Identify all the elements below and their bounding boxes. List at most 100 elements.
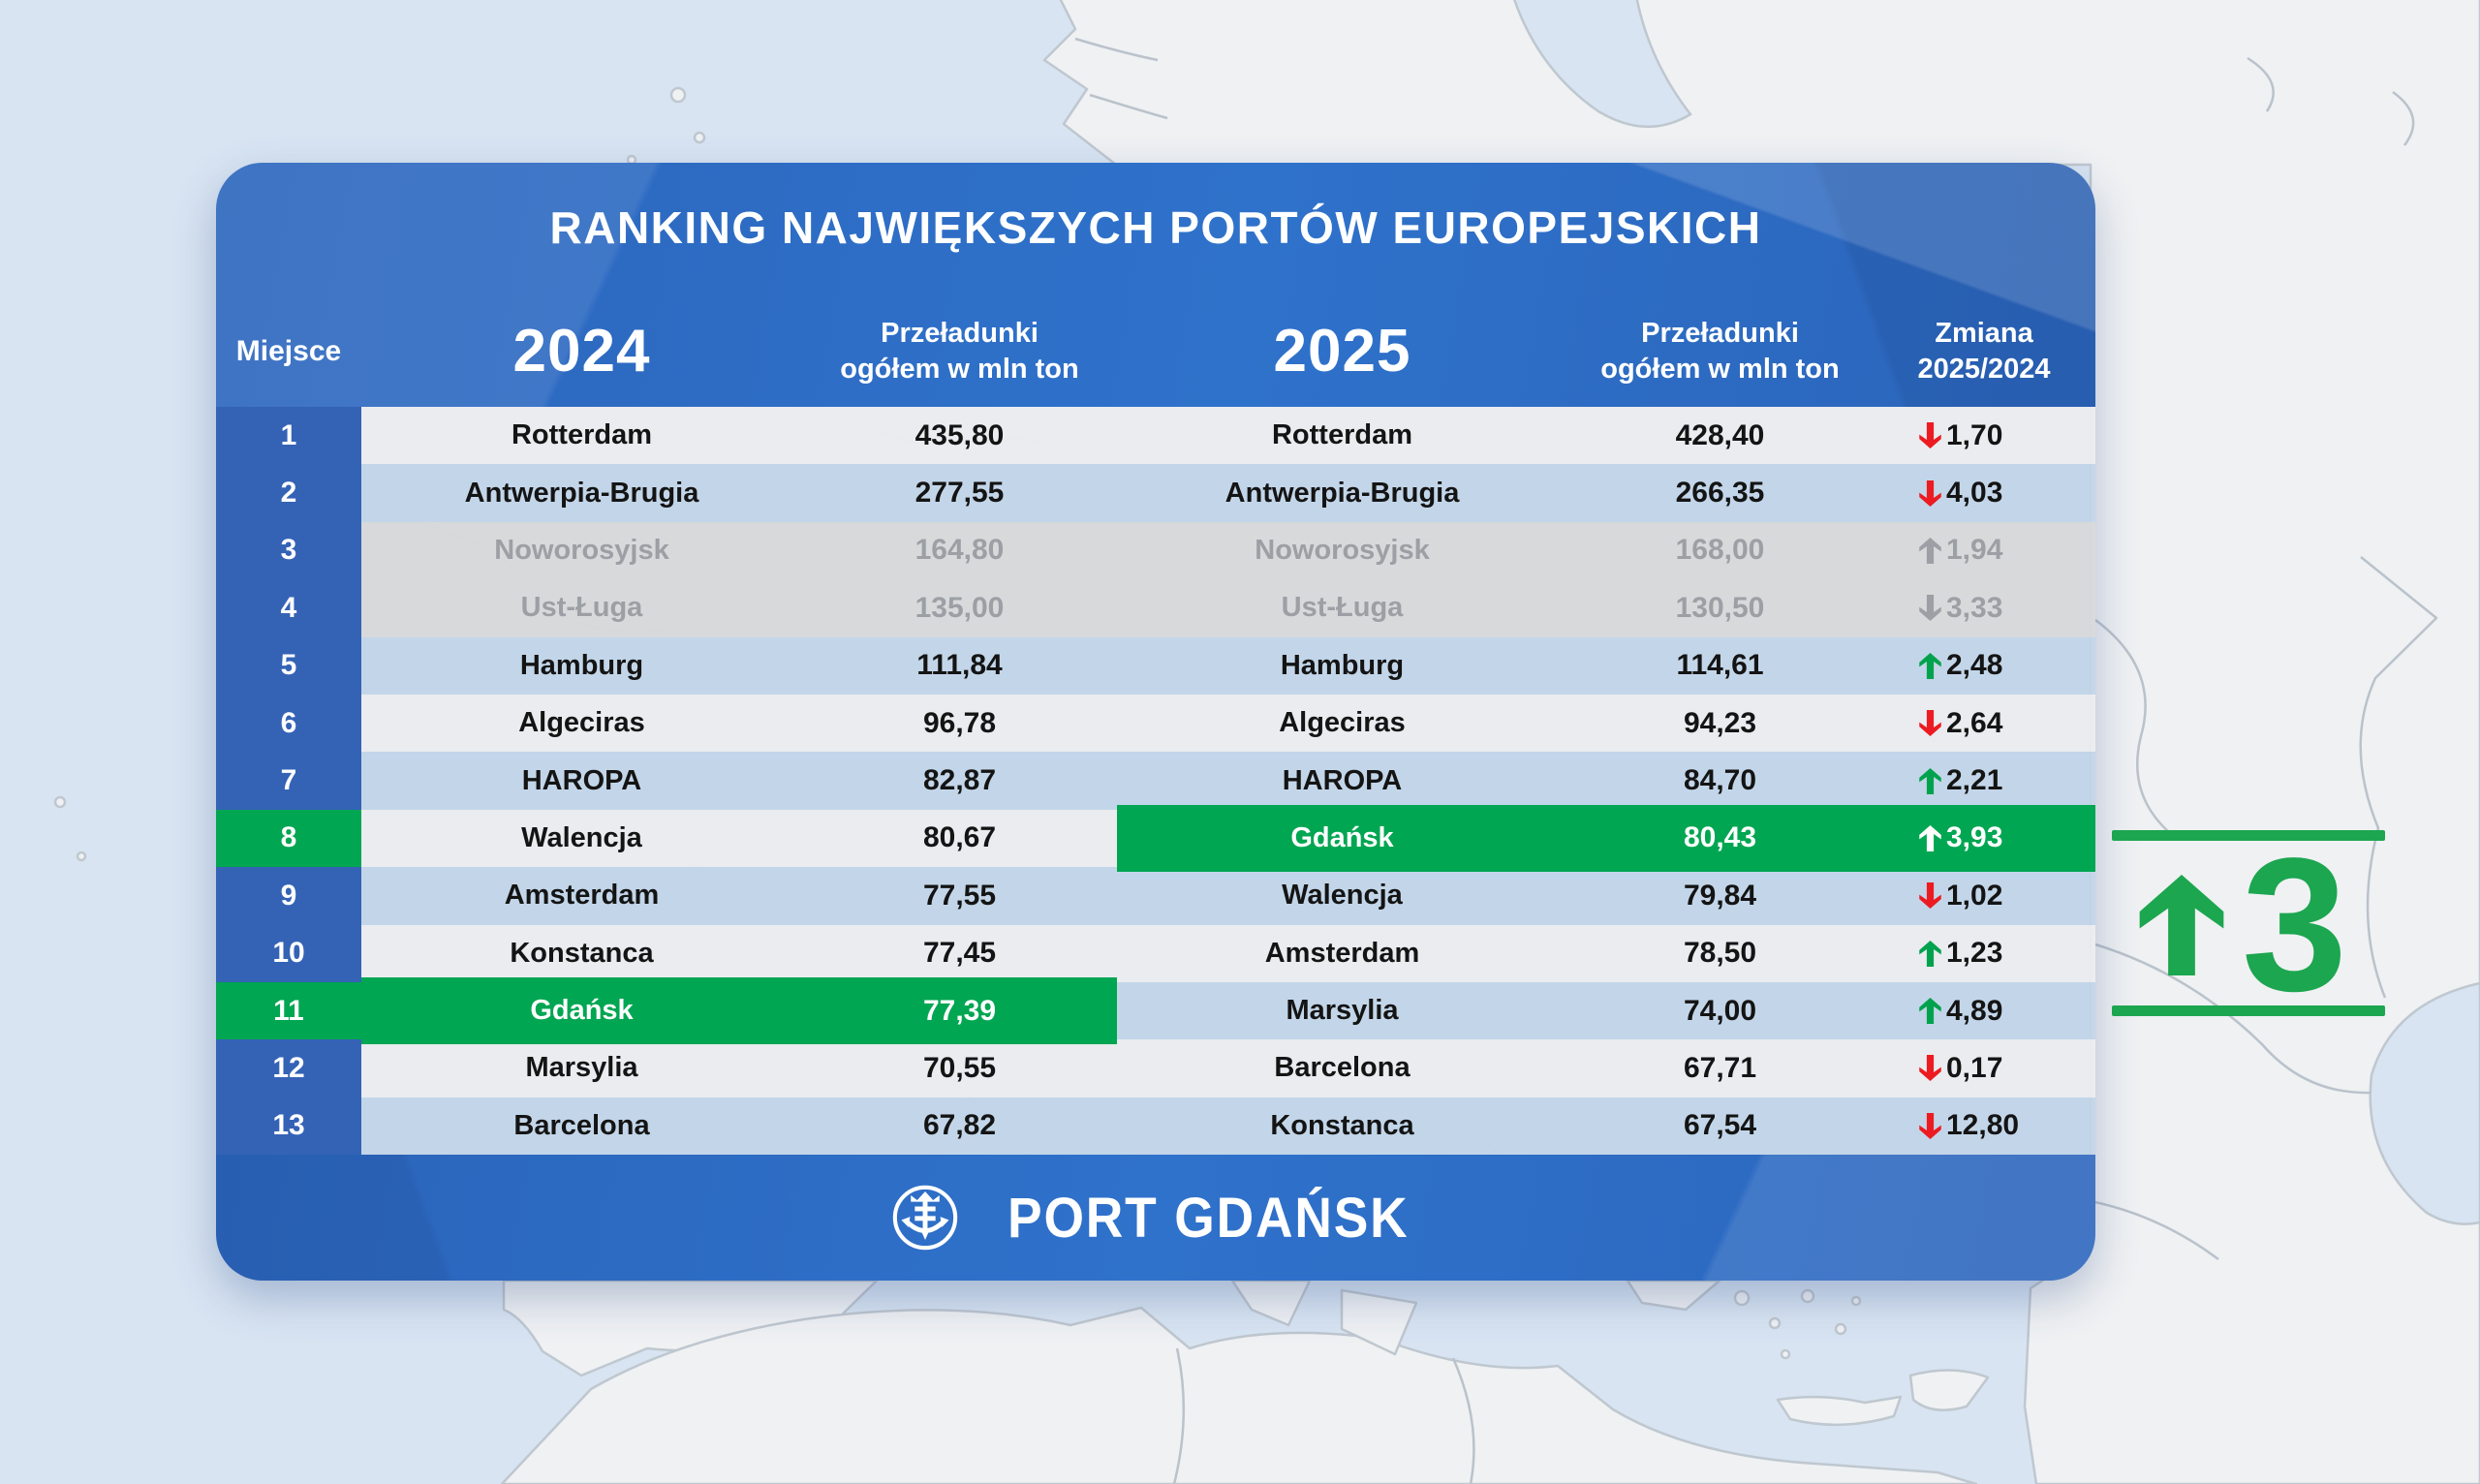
trend-arrow-icon [1919, 1055, 1941, 1082]
rank-cell: 3 [216, 521, 361, 580]
table-row: 11 Gdańsk 77,39 Marsylia 74,00 4,89 [216, 976, 2095, 1045]
port-2024-cell: Amsterdam [504, 880, 660, 912]
value-2024-cell: 82,87 [922, 764, 997, 797]
port-2024-cell: Konstanca [510, 937, 654, 969]
rank-cell: 8 [216, 809, 361, 868]
rank-number: 12 [272, 1051, 305, 1084]
value-2025-cell: 114,61 [1676, 649, 1764, 682]
value-2025-cell: 78,50 [1683, 937, 1757, 970]
value-2024-cell: 135,00 [914, 591, 1005, 624]
trend-arrow-icon [1919, 1112, 1941, 1139]
rank-number: 1 [280, 418, 297, 451]
rank-cell: 12 [216, 1039, 361, 1098]
value-2025-cell: 130,50 [1675, 591, 1765, 624]
trend-arrow-icon [1919, 710, 1941, 737]
change-value: 1,02 [1946, 879, 2003, 912]
port-2025-cell: Hamburg [1280, 649, 1405, 681]
table-row: 4 Ust-Ługa 135,00 Ust-Ługa 130,50 3,33 [216, 579, 2095, 637]
table-row: 13 Barcelona 67,82 Konstanca 67,54 12,80 [216, 1097, 2095, 1156]
value-2024-cell: 77,39 [922, 994, 997, 1027]
annotation-line-top [2112, 830, 2385, 841]
trend-arrow-icon [1919, 882, 1941, 910]
change-cell: 4,03 [1873, 464, 2095, 521]
rank-cell: 13 [216, 1097, 361, 1156]
change-cell: 1,70 [1873, 407, 2095, 464]
table-row: 1 Rotterdam 435,80 Rotterdam 428,40 1,70 [216, 407, 2095, 465]
port-2025-cell: Noworosyjsk [1255, 534, 1430, 566]
value-2025-cell: 67,71 [1683, 1051, 1757, 1084]
port-gdansk-logo-icon [885, 1178, 965, 1257]
table-row: 2 Antwerpia-Brugia 277,55 Antwerpia-Brug… [216, 464, 2095, 522]
change-value: 1,23 [1946, 937, 2003, 970]
rank-number: 9 [280, 879, 297, 912]
trend-arrow-icon [1919, 767, 1941, 794]
value-2024-cell: 77,45 [922, 937, 997, 970]
value-2024-cell: 435,80 [914, 418, 1005, 451]
rank-number: 5 [280, 649, 297, 682]
ranking-card: RANKING NAJWIĘKSZYCH PORTÓW EUROPEJSKICH… [216, 163, 2095, 1281]
rank-cell: 7 [216, 752, 361, 810]
value-2024-cell: 77,55 [922, 879, 997, 912]
brand-name: PORT GDAŃSK [1007, 1186, 1410, 1250]
change-cell: 4,89 [1873, 982, 2095, 1039]
value-2025-cell: 168,00 [1675, 534, 1765, 567]
port-2024-cell: Ust-Ługa [520, 592, 643, 624]
table-row: 3 Noworosyjsk 164,80 Noworosyjsk 168,00 … [216, 521, 2095, 580]
column-header-cargo-2025: Przeładunki ogółem w mln ton [1600, 317, 1840, 385]
card-footer: PORT GDAŃSK [216, 1155, 2095, 1281]
port-2024-cell: Hamburg [519, 649, 644, 681]
change-value: 2,21 [1946, 764, 2003, 797]
value-2025-cell: 79,84 [1683, 879, 1757, 912]
port-2025-cell: Konstanca [1270, 1109, 1414, 1141]
rank-cell: 4 [216, 579, 361, 637]
annotation-line-bottom [2112, 1005, 2385, 1016]
port-2025-cell: Marsylia [1286, 995, 1399, 1027]
trend-arrow-icon [1919, 537, 1941, 564]
value-2025-cell: 94,23 [1683, 706, 1757, 739]
change-value: 3,33 [1946, 591, 2003, 624]
trend-arrow-icon [1919, 422, 1941, 449]
change-cell: 12,80 [1873, 1098, 2095, 1155]
table-row: 9 Amsterdam 77,55 Walencja 79,84 1,02 [216, 867, 2095, 925]
rank-cell: 5 [216, 636, 361, 695]
rank-number: 10 [272, 937, 305, 970]
trend-arrow-icon [1919, 824, 1941, 851]
change-value: 1,94 [1946, 534, 2003, 567]
change-value: 12,80 [1946, 1109, 2020, 1142]
highlight-panel [361, 976, 1117, 1045]
change-value: 4,89 [1946, 994, 2003, 1027]
port-2024-cell: Antwerpia-Brugia [464, 477, 699, 509]
port-2024-cell: Marsylia [525, 1052, 638, 1084]
rank-number: 7 [280, 764, 297, 797]
change-value: 3,93 [1946, 821, 2003, 854]
rank-jump-annotation: 3 [2137, 829, 2347, 1019]
value-2025-cell: 80,43 [1683, 821, 1757, 854]
card-header: RANKING NAJWIĘKSZYCH PORTÓW EUROPEJSKICH… [216, 163, 2095, 407]
table-row: 5 Hamburg 111,84 Hamburg 114,61 2,48 [216, 636, 2095, 695]
column-header-year-2024: 2024 [512, 318, 651, 386]
port-2024-cell: Algeciras [518, 707, 645, 739]
value-2025-cell: 67,54 [1683, 1109, 1757, 1142]
table-row: 10 Konstanca 77,45 Amsterdam 78,50 1,23 [216, 924, 2095, 982]
rank-number: 4 [280, 591, 297, 624]
port-2024-cell: Walencja [521, 821, 642, 853]
value-2024-cell: 67,82 [922, 1109, 997, 1142]
trend-arrow-icon [1919, 595, 1941, 622]
value-2024-cell: 80,67 [922, 821, 997, 854]
column-header-cargo-2024: Przeładunki ogółem w mln ton [840, 317, 1079, 385]
trend-arrow-icon [1919, 940, 1941, 967]
change-cell: 3,33 [1873, 579, 2095, 636]
rank-cell: 9 [216, 867, 361, 925]
port-2025-cell: Rotterdam [1271, 419, 1412, 451]
change-cell: 1,02 [1873, 867, 2095, 924]
value-2025-cell: 428,40 [1675, 418, 1765, 451]
port-2025-cell: Gdańsk [1290, 821, 1394, 853]
rank-cell: 11 [216, 981, 361, 1040]
port-2024-cell: Gdańsk [530, 995, 634, 1027]
change-cell: 2,64 [1873, 695, 2095, 752]
column-headers: Miejsce 2024 Przeładunki ogółem w mln to… [216, 316, 2095, 407]
rank-number: 3 [280, 534, 297, 567]
rank-cell: 6 [216, 694, 361, 753]
port-2024-cell: Rotterdam [511, 419, 652, 451]
trend-arrow-icon [1919, 652, 1941, 679]
